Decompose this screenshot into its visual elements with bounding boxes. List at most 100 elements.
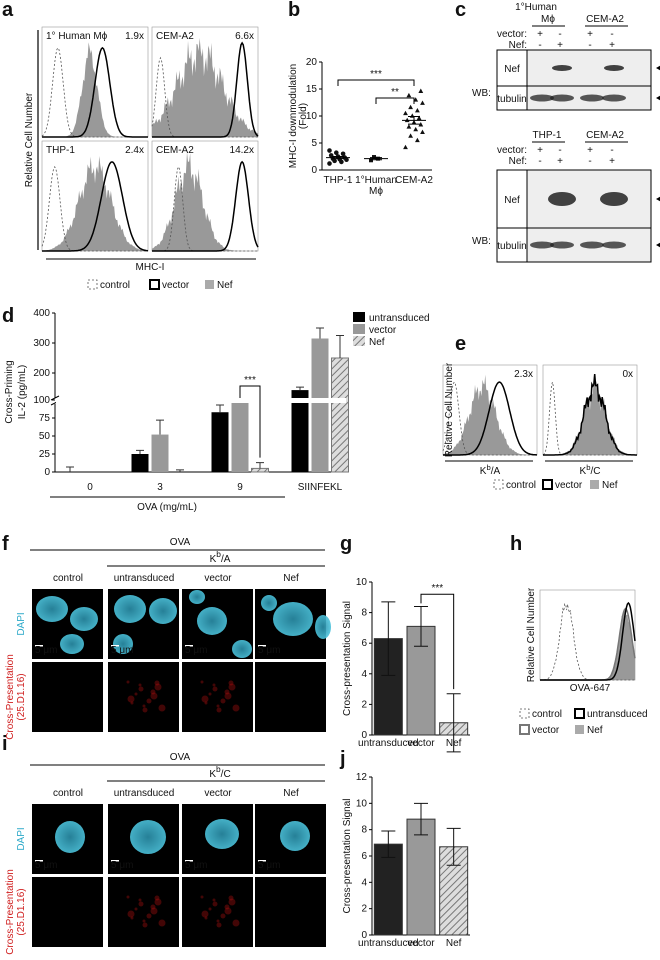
sign: + [609,40,615,51]
histogram-vector [152,160,259,252]
group-label: 1°Human [515,2,557,13]
label-superscript: b [586,463,590,472]
legend-key [353,324,365,334]
sign: + [557,156,563,167]
data-point [418,122,424,127]
signal-spot [138,683,142,687]
band [602,241,626,249]
bar [291,390,309,472]
data-point [420,129,425,134]
signal-spot [134,692,138,696]
band-arrow [656,196,660,202]
row-label: Cross-Presentation [5,869,16,955]
column-label: vector [204,788,232,799]
nucleus [60,634,84,654]
bar [151,434,169,472]
band-arrow [656,65,660,71]
row-label: DAPI [16,827,27,850]
row-label: vector: [497,145,527,156]
data-point [372,155,376,160]
band [550,94,574,102]
sign: - [558,145,561,156]
nucleus [113,634,133,654]
x-tick-label: vector [407,738,435,749]
x-tick-label: 1°Human [355,175,397,186]
signal-spot [142,707,148,713]
label-rest: /A [491,466,501,477]
nucleus [55,821,85,853]
histogram-vector [540,601,636,681]
legend-key [87,279,98,290]
nucleus [261,595,277,611]
histogram-nef [543,375,637,455]
error-bar [316,327,324,339]
signal-spot [146,913,152,919]
legend-label: control [506,480,536,491]
nucleus [189,590,205,604]
error-bar [156,419,164,435]
bar [231,402,249,472]
data-point [334,150,339,156]
legend-key [493,479,504,490]
nucleus [70,607,98,631]
legend-key [575,725,584,734]
label-base: K [210,554,217,565]
y-tick-label: 4 [361,669,367,680]
scale-bar [185,860,193,862]
bar [373,638,403,736]
significance-label: *** [244,375,256,386]
y-axis-label: Cross-Priming [4,360,15,423]
treatment-label: OVA [170,752,191,763]
data-point [413,126,419,132]
signal-spot [228,680,234,686]
data-point [403,110,408,116]
scale-bar [35,645,43,647]
scale-bar [35,860,43,862]
x-tick-label: untransduced [358,738,419,749]
scale-bar [111,645,119,647]
scale-bar-label: 5 μm [111,860,133,871]
band [580,94,604,102]
histogram-vector [543,373,637,456]
error-bar [256,462,264,469]
bar [211,412,229,472]
histogram-title: CEM-A2 [156,31,194,42]
signal-spot [127,695,135,703]
legend-label: untransduced [369,313,430,324]
significance-bracket [420,593,455,690]
blot-label-box [496,227,528,263]
histogram-nef [540,608,635,680]
panel-letter: j [339,748,346,770]
nucleus [315,615,331,639]
y-tick-label: 5 [311,138,317,149]
x-axis-label: OVA-647 [570,683,611,694]
column-label: control [53,573,83,584]
signal-spot [126,895,130,899]
signal-spot [224,689,230,695]
signal-spot [146,698,152,704]
fold-change: 2.4x [125,145,144,156]
legend-key [519,708,530,719]
significance-label: ** [391,87,399,98]
signal-spot [138,686,144,692]
data-point [406,92,412,98]
y-tick-label: 10 [306,111,318,122]
histogram-nef [443,374,537,455]
nucleus [197,607,227,635]
row-label: vector: [497,29,527,40]
significance-bracket [239,385,261,458]
signal-spot [224,692,232,700]
row-label: (25.D1.16) [16,888,27,935]
y-tick-label: 6 [361,851,367,862]
significance-label: *** [431,583,443,594]
sign: + [609,156,615,167]
fold-change: 14.2x [230,145,254,156]
band [602,94,626,102]
sign: - [538,40,541,51]
panel-letter: f [2,533,9,555]
histogram-nef [42,42,148,137]
data-point [408,104,413,110]
micrograph [182,877,253,947]
signal-spot [220,698,226,704]
error-bar [408,116,420,125]
